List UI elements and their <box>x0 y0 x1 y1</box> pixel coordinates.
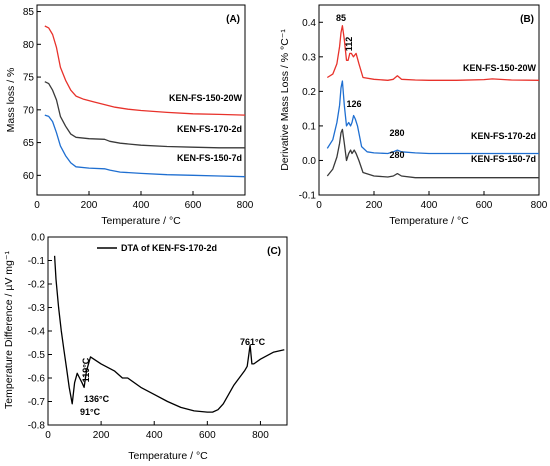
panel-a-y-ticks: 60 65 70 75 80 85 <box>23 7 41 182</box>
x-tick-label: 0 <box>316 200 322 211</box>
x-tick-label: 400 <box>146 430 163 441</box>
x-tick-label: 200 <box>366 200 383 211</box>
panel-b-lines <box>326 25 540 179</box>
panel-b-series-label-black: KEN-FS-150-7d <box>471 154 536 164</box>
panel-c-y-axis-title: Temperature Difference / µV mg⁻¹ <box>3 251 15 409</box>
y-tick-label: -0.3 <box>28 303 46 314</box>
panel-a-lines <box>44 25 246 178</box>
annotation-136: 136°C <box>84 394 110 404</box>
x-tick-label: 800 <box>237 200 254 211</box>
y-tick-label: 85 <box>23 7 35 18</box>
y-tick-label: -0.5 <box>28 350 46 361</box>
panel-b: 0 200 400 600 800 -0.1 0.0 0.1 0.2 0.3 0.4 (B) KE… <box>279 4 548 227</box>
series-line-0 <box>44 25 246 116</box>
panel-a-y-axis-title: Mass loss / % <box>5 68 17 133</box>
series-line-1 <box>326 80 539 155</box>
x-tick-label: 200 <box>81 200 98 211</box>
panel-c-lines <box>53 255 285 413</box>
panel-a-series-label-red: KEN-FS-150-20W <box>169 93 243 103</box>
annotation-126: 126 <box>346 99 361 109</box>
y-tick-label: -0.4 <box>28 327 46 338</box>
y-tick-label: -0.8 <box>28 421 46 432</box>
panel-a-x-ticks: 0 200 400 600 800 <box>34 191 254 211</box>
panel-b-y-ticks: -0.1 0.0 0.1 0.2 0.3 0.4 <box>299 18 323 202</box>
annotation-91: 91°C <box>80 407 101 417</box>
y-tick-label: -0.1 <box>28 256 46 267</box>
legend-text-dta: DTA of KEN-FS-170-2d <box>121 243 217 253</box>
y-tick-label: -0.1 <box>299 191 317 202</box>
x-tick-label: 800 <box>531 200 548 211</box>
panel-c-label: (C) <box>267 246 281 257</box>
x-tick-label: 800 <box>252 430 269 441</box>
panel-a-label: (A) <box>226 14 240 25</box>
series-line-0 <box>326 25 540 81</box>
y-tick-label: 0.1 <box>302 121 316 132</box>
y-tick-label: 0.0 <box>302 156 316 167</box>
panel-c-x-ticks: 0 200 400 600 800 <box>45 421 269 441</box>
annotation-280-black: 280 <box>389 150 404 160</box>
panel-c-x-axis-title: Temperature / °C <box>128 450 208 462</box>
series-line-2 <box>44 114 246 178</box>
y-tick-label: 75 <box>23 73 35 84</box>
panel-a: 0 200 400 600 800 60 65 70 75 80 85 (A) KEN-FS-15… <box>5 4 254 227</box>
panel-b-label: (B) <box>520 14 534 25</box>
panel-b-x-axis-title: Temperature / °C <box>389 215 469 227</box>
x-tick-label: 600 <box>185 200 202 211</box>
panel-a-series-label-blue: KEN-FS-150-7d <box>177 153 242 163</box>
panel-b-y-axis-title: Derivative Mass Loss / % °C⁻¹ <box>279 29 291 171</box>
panel-c: 0 200 400 600 800 -0.8-0.7-0.6-0.5-0.4-0.3-0… <box>3 233 288 462</box>
y-tick-label: 0.3 <box>302 52 316 63</box>
annotation-112: 112 <box>344 37 354 52</box>
annotation-119: 119°C <box>81 357 91 382</box>
x-tick-label: 600 <box>476 200 493 211</box>
x-tick-label: 200 <box>93 430 110 441</box>
series-line-1 <box>44 81 245 149</box>
panel-a-series-label-black: KEN-FS-170-2d <box>177 124 242 134</box>
panel-b-series-label-blue: KEN-FS-170-2d <box>471 131 536 141</box>
x-tick-label: 0 <box>45 430 51 441</box>
y-tick-label: -0.6 <box>28 374 46 385</box>
y-tick-label: 0.4 <box>302 18 316 29</box>
y-tick-label: -0.7 <box>28 397 46 408</box>
y-tick-label: 80 <box>23 40 35 51</box>
annotation-280-blue: 280 <box>389 128 404 138</box>
y-tick-label: 0.2 <box>302 87 316 98</box>
y-tick-label: 60 <box>23 171 35 182</box>
x-tick-label: 400 <box>421 200 438 211</box>
x-tick-label: 600 <box>199 430 216 441</box>
annotation-85: 85 <box>336 13 346 23</box>
y-tick-label: 70 <box>23 105 35 116</box>
y-tick-label: 65 <box>23 138 35 149</box>
panel-b-x-ticks: 0 200 400 600 800 <box>316 191 548 211</box>
panel-a-x-axis-title: Temperature / °C <box>101 215 181 227</box>
panel-b-series-label-red: KEN-FS-150-20W <box>463 63 537 73</box>
y-tick-label: 0.0 <box>31 233 45 244</box>
x-tick-label: 400 <box>133 200 150 211</box>
y-tick-label: -0.2 <box>28 280 46 291</box>
annotation-761: 761°C <box>240 337 266 347</box>
x-tick-label: 0 <box>34 200 40 211</box>
series-line-0 <box>53 255 285 413</box>
panel-c-y-ticks: -0.8 -0.7 -0.6 -0.5 -0.4 -0.3 -0.2 -0.1 0.0 <box>28 233 52 432</box>
series-line-2 <box>326 128 539 179</box>
